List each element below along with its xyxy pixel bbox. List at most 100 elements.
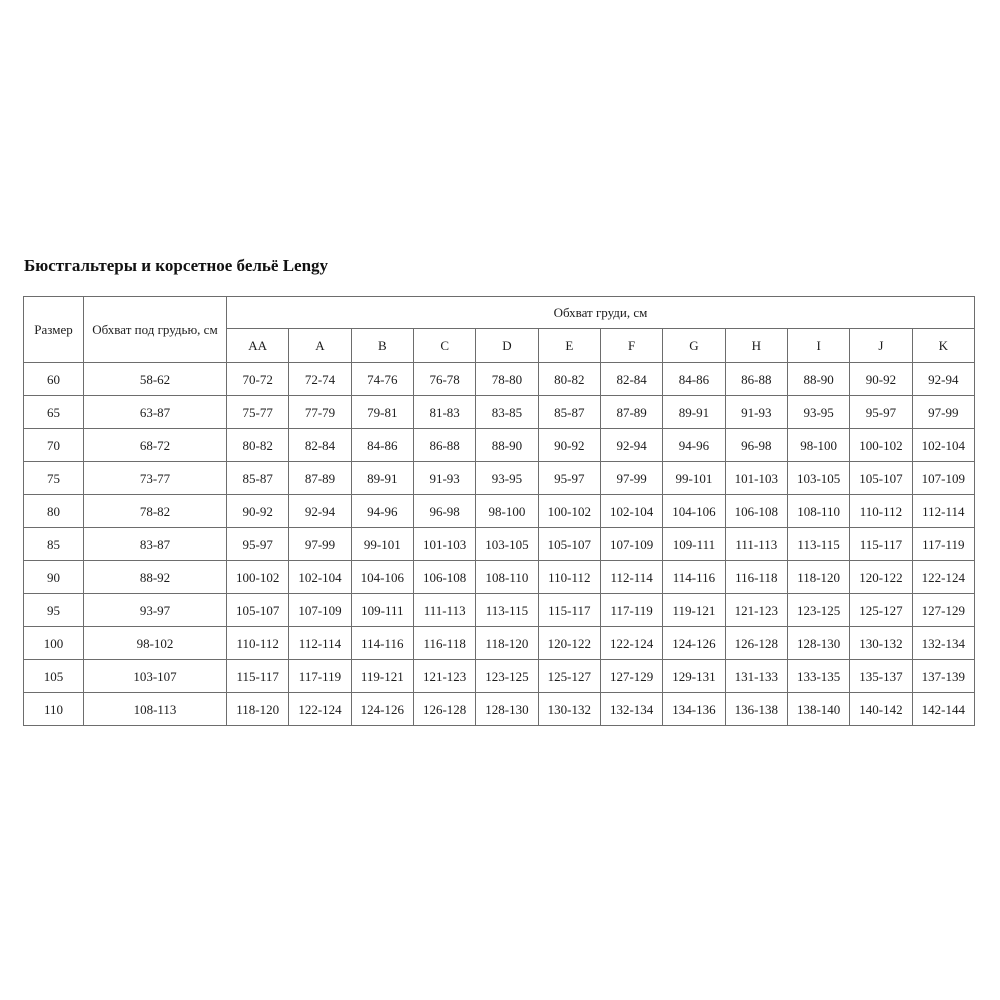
cell-bust-range: 82-84 xyxy=(599,362,664,396)
cell-bust-range: 111-113 xyxy=(412,593,477,627)
header-cup-F: F xyxy=(599,328,664,363)
cell-bust-range: 121-123 xyxy=(724,593,788,627)
cell-bust-range: 86-88 xyxy=(724,362,788,396)
header-size: Размер xyxy=(23,296,84,363)
cell-bust-range: 100-102 xyxy=(849,428,913,462)
cell-bust-range: 84-86 xyxy=(662,362,726,396)
cell-bust-range: 113-115 xyxy=(786,527,851,561)
header-underbust: Обхват под грудью, см xyxy=(83,296,227,363)
cell-bust-range: 128-130 xyxy=(786,626,851,660)
cell-underbust: 88-92 xyxy=(83,560,227,594)
cell-bust-range: 133-135 xyxy=(786,659,851,693)
cell-bust-range: 106-108 xyxy=(724,494,788,528)
cell-underbust: 63-87 xyxy=(83,395,227,429)
cell-bust-range: 85-87 xyxy=(537,395,601,429)
cell-bust-range: 121-123 xyxy=(412,659,477,693)
cell-bust-range: 117-119 xyxy=(288,659,352,693)
header-cup-H: H xyxy=(724,328,788,363)
cell-bust-range: 80-82 xyxy=(537,362,601,396)
cell-bust-range: 136-138 xyxy=(724,692,788,726)
cell-bust-range: 107-109 xyxy=(599,527,664,561)
cell-bust-range: 76-78 xyxy=(412,362,477,396)
cell-bust-range: 117-119 xyxy=(599,593,664,627)
cell-bust-range: 105-107 xyxy=(849,461,913,495)
cell-bust-range: 115-117 xyxy=(849,527,913,561)
cell-bust-range: 100-102 xyxy=(537,494,601,528)
cell-bust-range: 101-103 xyxy=(724,461,788,495)
header-cup-C: C xyxy=(412,328,477,363)
cell-bust-range: 102-104 xyxy=(599,494,664,528)
cell-bust-range: 98-100 xyxy=(786,428,851,462)
cell-bust-range: 97-99 xyxy=(288,527,352,561)
cell-bust-range: 99-101 xyxy=(350,527,414,561)
cell-bust-range: 127-129 xyxy=(911,593,976,627)
cell-bust-range: 120-122 xyxy=(849,560,913,594)
cell-bust-range: 107-109 xyxy=(911,461,976,495)
cell-size: 70 xyxy=(23,428,84,462)
cell-bust-range: 116-118 xyxy=(724,560,788,594)
cell-bust-range: 116-118 xyxy=(412,626,477,660)
header-cup-J: J xyxy=(849,328,913,363)
cell-bust-range: 108-110 xyxy=(475,560,539,594)
cell-bust-range: 124-126 xyxy=(350,692,414,726)
cell-bust-range: 89-91 xyxy=(662,395,726,429)
cell-bust-range: 94-96 xyxy=(350,494,414,528)
cell-bust-range: 72-74 xyxy=(288,362,352,396)
table-row-size-85: 85 83-87 95-97 97-99 99-101 101-103 103-105 105… xyxy=(23,527,976,561)
cell-bust-range: 123-125 xyxy=(475,659,539,693)
cell-bust-range: 135-137 xyxy=(849,659,913,693)
cell-bust-range: 104-106 xyxy=(350,560,414,594)
header-cup-E: E xyxy=(537,328,601,363)
cell-bust-range: 81-83 xyxy=(412,395,477,429)
cell-bust-range: 91-93 xyxy=(412,461,477,495)
cell-bust-range: 70-72 xyxy=(225,362,290,396)
cell-bust-range: 118-120 xyxy=(225,692,290,726)
cell-bust-range: 106-108 xyxy=(412,560,477,594)
cell-bust-range: 126-128 xyxy=(412,692,477,726)
cell-bust-range: 101-103 xyxy=(412,527,477,561)
table-row-size-65: 65 63-87 75-77 77-79 79-81 81-83 83-85 85-87 87-… xyxy=(23,395,976,429)
cell-bust-range: 125-127 xyxy=(537,659,601,693)
cell-bust-range: 98-100 xyxy=(475,494,539,528)
table-row-size-60: 60 58-62 70-72 72-74 74-76 76-78 78-80 80-82 82-… xyxy=(23,362,976,396)
cell-bust-range: 129-131 xyxy=(662,659,726,693)
cell-underbust: 78-82 xyxy=(83,494,227,528)
cell-bust-range: 95-97 xyxy=(849,395,913,429)
table-row-size-90: 90 88-92 100-102 102-104 104-106 106-108 108-1… xyxy=(23,560,976,594)
cell-bust-range: 83-85 xyxy=(475,395,539,429)
cell-bust-range: 130-132 xyxy=(849,626,913,660)
page-title: Бюстгальтеры и корсетное бельё Lengy xyxy=(24,256,329,275)
cell-bust-range: 100-102 xyxy=(225,560,290,594)
cell-bust-range: 78-80 xyxy=(475,362,539,396)
cell-size: 65 xyxy=(23,395,84,429)
cell-bust-range: 114-116 xyxy=(662,560,726,594)
cell-bust-range: 127-129 xyxy=(599,659,664,693)
table-body: 60 58-62 70-72 72-74 74-76 76-78 78-80 80-82 82-… xyxy=(23,362,976,726)
cell-underbust: 73-77 xyxy=(83,461,227,495)
header-bust-span: Обхват груди, см xyxy=(226,296,975,329)
cell-size: 85 xyxy=(23,527,84,561)
header-cup-D: D xyxy=(475,328,539,363)
cell-bust-range: 122-124 xyxy=(911,560,976,594)
table-row-size-70: 70 68-72 80-82 82-84 84-86 86-88 88-90 90-92 92-… xyxy=(23,428,976,462)
cell-bust-range: 130-132 xyxy=(537,692,601,726)
cell-bust-range: 105-107 xyxy=(225,593,290,627)
cell-bust-range: 103-105 xyxy=(475,527,539,561)
cell-bust-range: 89-91 xyxy=(350,461,414,495)
cell-bust-range: 102-104 xyxy=(911,428,976,462)
cell-underbust: 98-102 xyxy=(83,626,227,660)
cell-bust-range: 84-86 xyxy=(350,428,414,462)
cell-bust-range: 117-119 xyxy=(911,527,976,561)
cell-bust-range: 92-94 xyxy=(288,494,352,528)
cell-bust-range: 110-112 xyxy=(225,626,290,660)
cell-bust-range: 112-114 xyxy=(599,560,664,594)
cell-bust-range: 90-92 xyxy=(225,494,290,528)
cell-bust-range: 97-99 xyxy=(911,395,976,429)
cell-bust-range: 131-133 xyxy=(724,659,788,693)
cell-bust-range: 108-110 xyxy=(786,494,851,528)
cell-bust-range: 99-101 xyxy=(662,461,726,495)
cell-bust-range: 92-94 xyxy=(599,428,664,462)
cell-bust-range: 88-90 xyxy=(475,428,539,462)
cell-bust-range: 79-81 xyxy=(350,395,414,429)
header-cup-G: G xyxy=(662,328,726,363)
